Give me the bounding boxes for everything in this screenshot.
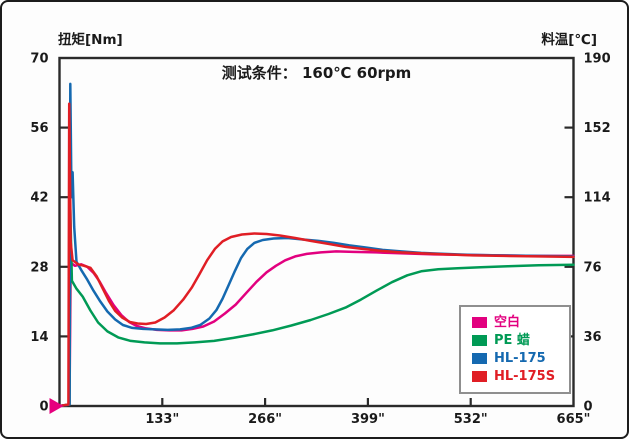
- chart-title: 测试条件： 160℃ 60rpm: [221, 64, 412, 82]
- plot-border: [58, 56, 575, 408]
- left-tick-label: 28: [30, 260, 48, 275]
- x-tick-label: 665": [557, 412, 591, 427]
- legend-swatch-icon: [472, 353, 487, 364]
- right-tick-label: 152: [584, 121, 611, 136]
- series-line-3: [58, 102, 575, 408]
- right-tick-label: 0: [584, 400, 593, 415]
- right-tick-label: 190: [584, 52, 611, 67]
- right-tick-label: 36: [584, 330, 602, 345]
- right-tick-label: 114: [584, 191, 611, 206]
- left-axis-title: 扭矩[Nm]: [58, 32, 123, 48]
- legend-swatch-icon: [472, 335, 487, 346]
- right-tick-label: 76: [584, 260, 602, 275]
- left-tick-label: 0: [39, 400, 48, 415]
- legend-label: PE 蜡: [494, 333, 530, 348]
- x-tick-label: 399": [351, 412, 385, 427]
- start-marker-icon: [49, 398, 64, 414]
- legend-swatch-icon: [472, 317, 487, 328]
- series-line-2: [58, 82, 575, 408]
- legend-label: HL-175: [494, 351, 546, 366]
- left-tick-label: 42: [30, 191, 48, 206]
- x-tick-label: 133": [145, 412, 179, 427]
- legend-item-2: HL-175: [472, 352, 555, 365]
- left-tick-label: 70: [30, 52, 48, 67]
- right-axis-title: 料温[℃]: [541, 32, 597, 48]
- legend-label: HL-175S: [494, 369, 556, 384]
- left-tick-label: 56: [30, 121, 48, 136]
- series-line-1: [58, 208, 575, 408]
- left-tick-label: 14: [30, 330, 48, 345]
- legend-box: 空白 PE 蜡 HL-175 HL-175S: [459, 305, 572, 394]
- x-tick-label: 532": [454, 412, 488, 427]
- legend-item-1: PE 蜡: [472, 334, 555, 347]
- legend-swatch-icon: [472, 371, 487, 382]
- legend-item-3: HL-175S: [472, 370, 555, 383]
- x-tick-label: 266": [248, 412, 282, 427]
- legend-item-0: 空白: [472, 316, 555, 329]
- legend-label: 空白: [494, 315, 521, 330]
